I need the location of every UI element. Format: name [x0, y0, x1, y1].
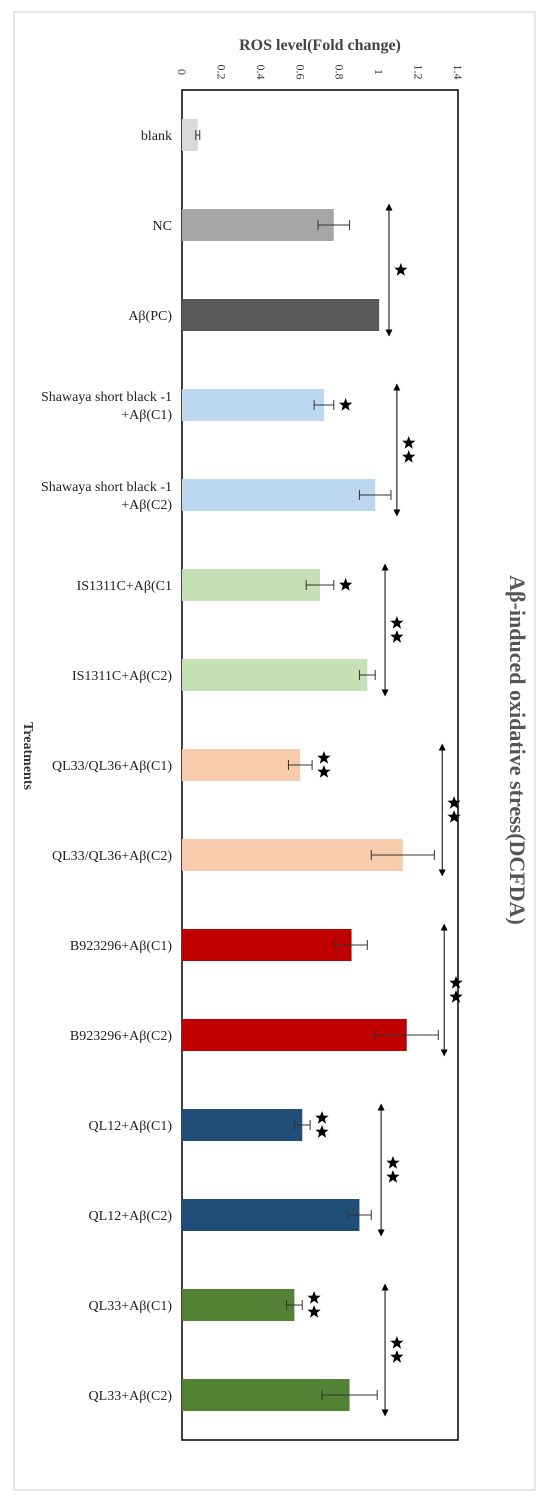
- significance-star: [386, 1156, 400, 1169]
- error-bar: [370, 850, 435, 860]
- significance-star: [315, 1125, 329, 1138]
- category-label: IS1311C+Aβ(C2): [72, 669, 172, 684]
- bar: [182, 659, 368, 691]
- significance-star: [390, 630, 404, 643]
- category-label: B923296+Aβ(C1): [70, 939, 172, 954]
- significance-star: [390, 1336, 404, 1349]
- comparison-bracket: [385, 203, 408, 337]
- significance-star: [390, 1350, 404, 1363]
- bar: [182, 209, 334, 241]
- significance-star: [317, 751, 331, 764]
- significance-star: [386, 1170, 400, 1183]
- error-bar: [347, 1210, 372, 1220]
- comparison-bracket: [381, 563, 404, 697]
- bar: [182, 929, 352, 961]
- bar: [182, 1109, 303, 1141]
- category-label: B923296+Aβ(C2): [70, 1029, 172, 1044]
- error-bar: [195, 130, 201, 140]
- bar-stars: [339, 578, 353, 591]
- chart-title: Aβ-induced oxidative stress(DCFDA): [505, 575, 530, 925]
- x-tick-label: 1: [372, 69, 386, 75]
- x-tick-label: 0.4: [254, 65, 268, 80]
- significance-star: [402, 436, 416, 449]
- bar: [182, 119, 198, 151]
- bar: [182, 749, 301, 781]
- significance-star: [447, 810, 461, 823]
- bars: [182, 119, 439, 1411]
- category-label: QL12+Aβ(C2): [89, 1209, 173, 1224]
- x-tick-label: 0: [175, 69, 189, 75]
- significance-star: [317, 765, 331, 778]
- bar: [182, 389, 324, 421]
- error-bar: [305, 580, 335, 590]
- category-label: QL33+Aβ(C1): [89, 1299, 173, 1314]
- category-label: Shawaya short black -1 +Aβ(C1): [41, 390, 172, 423]
- error-bar: [321, 1390, 378, 1400]
- comparison-bracket: [438, 743, 461, 877]
- x-tick-label: 1.4: [451, 65, 465, 80]
- significance-star: [339, 578, 353, 591]
- comparison-bracket: [377, 1103, 400, 1237]
- category-label: QL33/QL36+Aβ(C2): [52, 849, 172, 864]
- error-bar: [285, 1300, 303, 1310]
- error-bar: [335, 940, 368, 950]
- x-axis-title: ROS level(Fold change): [239, 37, 401, 54]
- significance-star: [307, 1291, 321, 1304]
- error-bar: [293, 1120, 311, 1130]
- category-label: QL12+Aβ(C1): [89, 1119, 173, 1134]
- bar: [182, 299, 380, 331]
- category-label: QL33/QL36+Aβ(C1): [52, 759, 172, 774]
- category-labels: blank NC Aβ(PC) Shawaya short black -1 +Aβ(C…: [41, 129, 172, 1404]
- category-label: Shawaya short black -1 +Aβ(C2): [41, 480, 172, 513]
- comparison-bracket: [381, 1283, 404, 1417]
- bar-stars: [315, 1111, 329, 1138]
- x-tick-label: 0.6: [293, 65, 307, 80]
- significance-star: [449, 976, 463, 989]
- significance-star: [449, 990, 463, 1003]
- significance-star: [394, 263, 408, 276]
- bar: [182, 1019, 407, 1051]
- x-tick-label: 0.2: [214, 65, 228, 80]
- bar: [182, 479, 376, 511]
- comparison-bracket: [393, 383, 416, 517]
- significance-star: [390, 616, 404, 629]
- comparison-bracket: [440, 923, 463, 1057]
- bar: [182, 839, 403, 871]
- x-axis-ticks: 0 0.2 0.4 0.6 0.8 1 1.2 1.4: [175, 65, 465, 80]
- category-label: blank: [141, 129, 172, 144]
- error-bar: [358, 490, 392, 500]
- category-label: Aβ(PC): [128, 309, 172, 324]
- significance-star: [339, 398, 353, 411]
- error-bar: [317, 220, 351, 230]
- y-axis-title: Treatments: [20, 722, 35, 790]
- significance-star: [315, 1111, 329, 1124]
- x-tick-label: 1.2: [412, 65, 426, 80]
- bar-stars: [307, 1291, 321, 1318]
- bar: [182, 569, 320, 601]
- significance-star: [402, 450, 416, 463]
- error-bar: [374, 1030, 439, 1040]
- error-bar: [287, 760, 313, 770]
- bar-stars: [317, 751, 331, 778]
- x-tick-label: 0.8: [333, 65, 347, 80]
- category-label: QL33+Aβ(C2): [89, 1389, 173, 1404]
- significance-star: [307, 1305, 321, 1318]
- error-bar: [358, 670, 376, 680]
- error-bar: [313, 400, 335, 410]
- significance-star: [447, 796, 461, 809]
- bar-stars: [339, 398, 353, 411]
- significance-annotations: [307, 203, 463, 1417]
- category-label: NC: [153, 219, 172, 234]
- bar: [182, 1199, 360, 1231]
- category-label: IS1311C+Aβ(C1: [77, 579, 172, 594]
- bar: [182, 1289, 295, 1321]
